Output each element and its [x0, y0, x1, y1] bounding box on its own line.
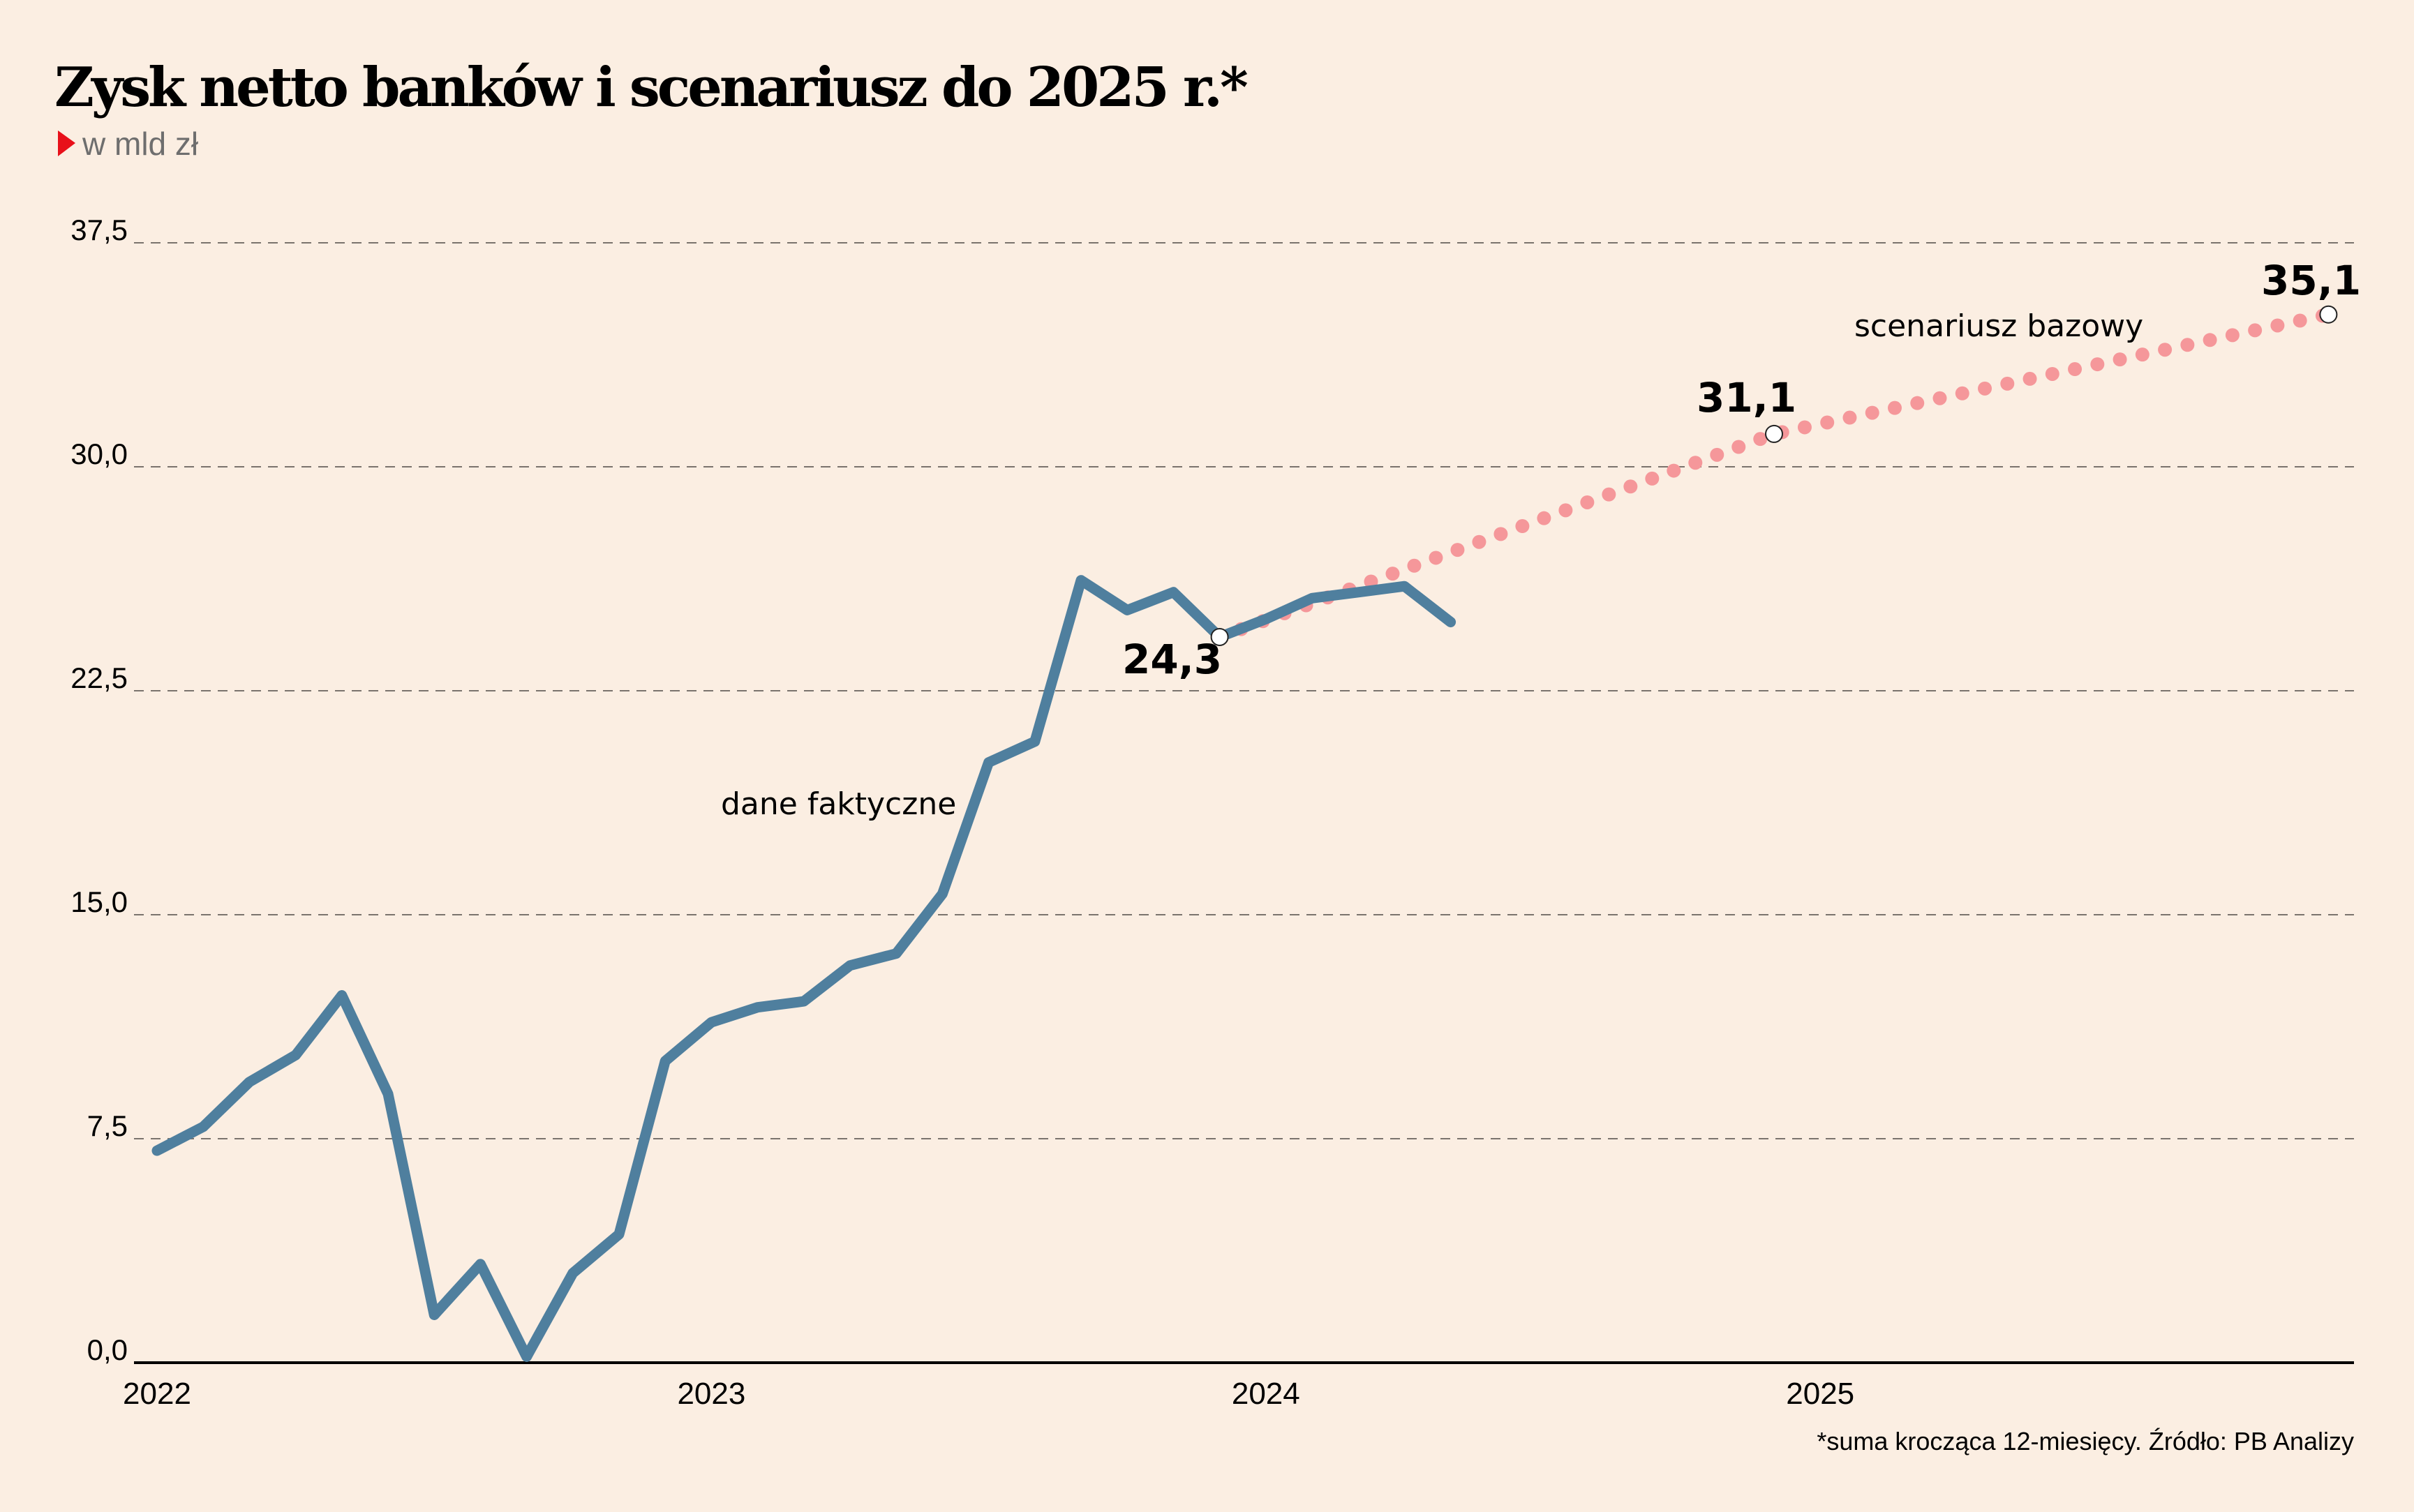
series-line-base-scenario [1212, 307, 2336, 644]
y-tick-label: 7,5 [87, 1109, 128, 1142]
chart-subtitle: w mld zł [82, 126, 198, 162]
footnote: *suma krocząca 12-miesięcy. Źródło: PB A… [1817, 1427, 2354, 1455]
data-point-actual [1171, 590, 1176, 594]
data-marker [1765, 424, 1783, 443]
x-tick-label: 2023 [677, 1377, 745, 1411]
data-label-31-1: 31,1 [1697, 374, 1796, 421]
data-point-actual [894, 951, 899, 956]
data-point-actual [247, 1079, 252, 1084]
markers [1210, 305, 2338, 646]
label-base-scenario: scenariusz bazowy [1854, 308, 2143, 344]
data-marker [2319, 305, 2338, 324]
data-point-actual [663, 1058, 668, 1063]
y-tick-label: 22,5 [70, 661, 128, 694]
data-point-actual [293, 1053, 298, 1058]
label-actual-data: dane faktyczne [721, 786, 956, 822]
data-point-actual [755, 1005, 760, 1010]
data-point-actual [339, 993, 344, 998]
data-point-actual [155, 1148, 159, 1153]
data-point-actual [940, 892, 945, 897]
x-tick-label: 2024 [1232, 1377, 1300, 1411]
data-point-actual [1448, 620, 1453, 624]
data-point-actual [986, 760, 991, 765]
data-point-actual [432, 1312, 437, 1317]
data-point-actual [1310, 596, 1314, 601]
data-point-actual [709, 1020, 714, 1025]
x-tick-label: 2025 [1786, 1377, 1854, 1411]
y-tick-label: 37,5 [70, 214, 128, 246]
data-point-actual [1402, 584, 1407, 589]
y-tick-label: 0,0 [87, 1333, 128, 1366]
data-label-35-1: 35,1 [2261, 257, 2361, 304]
series [151, 307, 2336, 1362]
x-axis-ticks: 2022 2023 2024 2025 [123, 1377, 1854, 1411]
data-point-actual [1125, 608, 1130, 613]
data-point-actual [848, 963, 852, 968]
data-point-actual [801, 999, 806, 1004]
y-tick-label: 15,0 [70, 885, 128, 918]
data-point-actual [201, 1124, 206, 1129]
data-point-actual [1356, 590, 1361, 594]
data-point-actual [1032, 739, 1037, 744]
data-point-actual [1263, 617, 1268, 622]
chart-title: Zysk netto banków i scenariusz do 2025 r… [54, 56, 1248, 119]
gridlines [134, 242, 2354, 1364]
y-tick-label: 30,0 [70, 437, 128, 470]
data-point-actual [524, 1354, 529, 1359]
data-label-24-3: 24,3 [1122, 636, 1222, 683]
data-point-actual [1079, 578, 1083, 583]
series-line-actual [151, 575, 1456, 1362]
data-point-actual [478, 1262, 483, 1266]
x-tick-label: 2022 [123, 1377, 191, 1411]
data-point-actual [617, 1232, 621, 1236]
data-marker [1210, 627, 1229, 646]
data-point-actual [386, 1091, 390, 1096]
data-point-actual [570, 1271, 575, 1275]
triangle-marker-icon [58, 130, 75, 156]
y-axis-ticks: 0,0 7,5 15,0 22,5 30,0 37,5 [70, 214, 128, 1366]
